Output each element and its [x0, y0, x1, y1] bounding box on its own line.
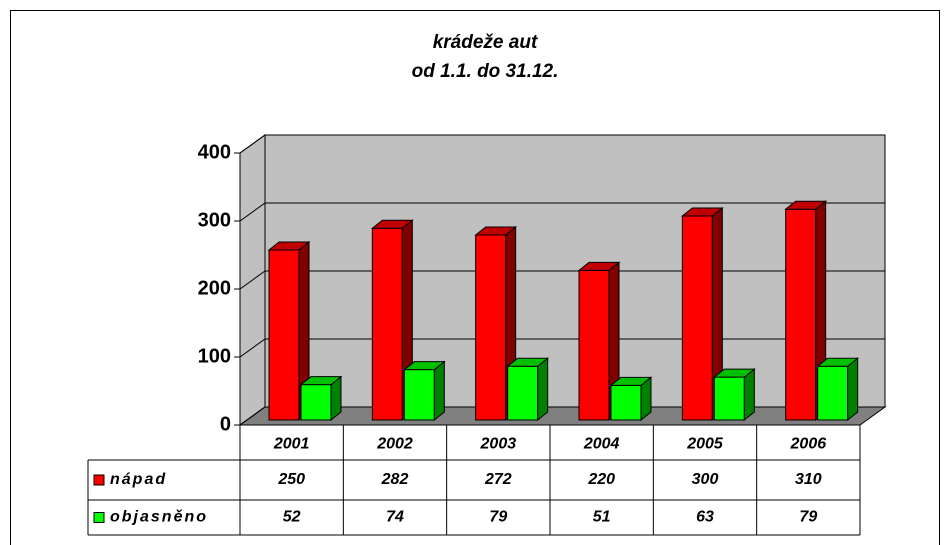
grid-line: [239, 270, 885, 290]
bar: [680, 206, 724, 422]
grid-line: [239, 134, 885, 154]
bar-top: [402, 361, 446, 371]
bar-front: [403, 369, 435, 421]
y-tick-label: 200: [198, 277, 231, 299]
bar-top: [784, 200, 828, 210]
bar-front: [713, 376, 745, 421]
legend-key: [93, 512, 105, 523]
bar-side: [537, 357, 549, 422]
bar-top: [267, 241, 311, 251]
table-value: 310: [795, 471, 822, 488]
table-value: 250: [277, 471, 305, 488]
bar-top: [299, 376, 343, 386]
bar-side: [847, 357, 859, 422]
bar-top: [816, 357, 860, 367]
bar-front: [371, 227, 403, 421]
legend-label: objasněno: [110, 509, 208, 526]
bar-side: [743, 368, 755, 422]
grid-line: [239, 406, 885, 426]
y-tick-label: 400: [198, 141, 231, 163]
table-value: 282: [381, 471, 409, 488]
table-value: 51: [593, 509, 611, 526]
legend-key: [93, 474, 105, 486]
bar-front: [300, 384, 332, 421]
bar-front: [681, 215, 713, 421]
bar-front: [578, 269, 610, 421]
x-tick-label: 2004: [583, 436, 620, 453]
chart-title: krádeže aut: [433, 32, 538, 53]
x-tick-label: 2002: [376, 436, 413, 453]
table-value: 79: [489, 509, 507, 526]
x-tick-label: 2003: [480, 436, 517, 453]
bar-top: [680, 207, 724, 217]
y-tick-label: 0: [220, 413, 231, 435]
x-tick-label: 2001: [273, 436, 310, 453]
x-tick-label: 2005: [686, 436, 724, 453]
bar: [506, 357, 550, 422]
y-tick-label: 100: [198, 345, 231, 367]
bar-top: [370, 219, 414, 229]
x-tick-label: 2006: [790, 436, 827, 453]
table-value: 272: [484, 471, 512, 488]
bar-front: [475, 234, 507, 421]
table-value: 220: [587, 471, 615, 488]
y-tick-label: 300: [198, 209, 231, 231]
table-value: 63: [696, 509, 714, 526]
bar: [712, 368, 756, 422]
bar: [816, 357, 860, 422]
table-value: 74: [386, 509, 404, 526]
bar-front: [507, 365, 539, 421]
grid-line: [239, 202, 885, 222]
table-value: 52: [283, 509, 301, 526]
bar-front: [785, 208, 817, 421]
bar: [299, 375, 343, 422]
bar-top: [474, 226, 518, 236]
bar-front: [610, 384, 642, 421]
bar-top: [712, 368, 756, 378]
legend-label: nápad: [110, 471, 167, 488]
bar: [609, 376, 653, 422]
table-value: 79: [799, 509, 817, 526]
bar-top: [506, 357, 550, 367]
bar-front: [817, 365, 849, 421]
grid-line: [239, 338, 885, 358]
bar-front: [268, 249, 300, 421]
table-value: 300: [692, 471, 719, 488]
bar: [577, 261, 621, 422]
bar-top: [577, 261, 621, 271]
bar-side: [433, 360, 445, 422]
bar-top: [609, 376, 653, 386]
bar: [402, 360, 446, 422]
chart-subtitle: od 1.1. do 31.12.: [412, 61, 559, 82]
